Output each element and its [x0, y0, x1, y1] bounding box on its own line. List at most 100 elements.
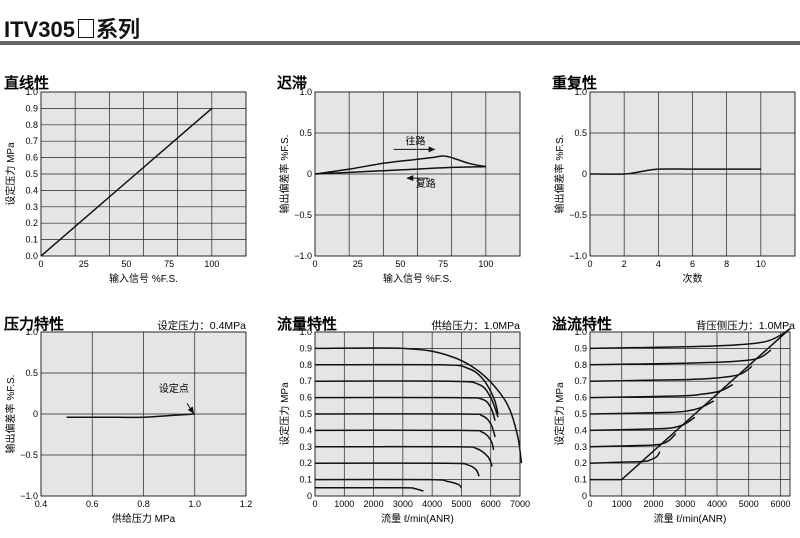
y-tick-label: 0.9	[574, 343, 587, 353]
y-axis-label: 输出偏差率 %F.S.	[553, 135, 566, 214]
chart-repeatability: 重复性 0 2 4 6 8 10 −1.0 −0.5 0 0.5 1.0 次数 输出偏差率 %F.S.	[552, 74, 796, 285]
series-line	[589, 433, 677, 448]
y-tick-label: 0	[307, 491, 312, 501]
series-line	[621, 328, 791, 481]
series-line	[589, 416, 696, 432]
x-tick-label: 0	[587, 499, 592, 509]
title-underline	[0, 41, 800, 45]
y-tick-label: 0.2	[299, 458, 312, 468]
plot-frame	[40, 331, 247, 497]
x-axis-label: 流量 ℓ/min(ANR)	[381, 512, 454, 525]
x-axis-label: 供给压力 MPa	[112, 512, 176, 525]
x-tick-label: 7000	[510, 499, 530, 509]
y-tick-label: 0.9	[25, 103, 38, 113]
y-tick-label: 0.7	[299, 376, 312, 386]
x-axis-label: 输入信号 %F.S.	[109, 272, 178, 285]
chart-title: 溢流特性	[552, 315, 612, 333]
chart-flow: 流量特性 供给压力：1.0MPa 0 1000 2000 3000 4000 5000 6000…	[277, 315, 530, 525]
x-axis-label: 流量 ℓ/min(ANR)	[654, 512, 727, 525]
x-tick-label: 4000	[422, 499, 442, 509]
chart-hysteresis: 迟滞 0 25 50 75 100 −1.0 −0.5 0 0.5 1.0 输入信号 %F.S. 输出偏…	[277, 74, 521, 285]
x-tick-label: 6	[690, 259, 695, 269]
y-tick-label: −0.5	[294, 210, 312, 220]
y-tick-label: 0.4	[299, 425, 312, 435]
series-line	[314, 413, 496, 438]
chart-condition: 背压侧压力：1.0MPa	[696, 319, 795, 332]
annotation-label: 复路	[416, 177, 436, 190]
x-tick-label: 0	[312, 259, 317, 269]
x-tick-label: 50	[121, 259, 131, 269]
y-tick-label: 1.0	[574, 87, 587, 97]
series-line	[589, 451, 661, 464]
series-line	[314, 445, 493, 467]
y-tick-label: 0.6	[25, 153, 38, 163]
y-tick-label: 0.8	[299, 360, 312, 370]
y-tick-label: 0.5	[299, 128, 312, 138]
y-tick-label: 0.3	[25, 202, 38, 212]
x-tick-label: 6000	[770, 499, 790, 509]
y-axis-label: 设定压力 MPa	[553, 382, 566, 446]
x-tick-label: 75	[438, 259, 448, 269]
x-tick-label: 0	[312, 499, 317, 509]
series-line	[589, 383, 734, 399]
x-tick-label: 1000	[334, 499, 354, 509]
x-tick-label: 3000	[675, 499, 695, 509]
series-line	[589, 168, 761, 175]
y-tick-label: 0.7	[25, 136, 38, 146]
x-tick-label: 5000	[739, 499, 759, 509]
x-tick-label: 3000	[393, 499, 413, 509]
series-line	[314, 155, 486, 175]
x-tick-label: 0.4	[35, 499, 48, 509]
y-tick-label: 0.4	[574, 425, 587, 435]
y-tick-label: 1.0	[25, 87, 38, 97]
y-tick-label: −1.0	[294, 251, 312, 261]
y-axis-label: 设定压力 MPa	[4, 142, 17, 206]
plot-frame	[40, 91, 247, 257]
x-tick-label: 0.6	[86, 499, 99, 509]
series-line	[589, 349, 772, 366]
y-tick-label: 0.8	[25, 120, 38, 130]
series-line	[314, 347, 523, 464]
chart-title: 重复性	[552, 74, 597, 92]
x-tick-label: 0	[587, 259, 592, 269]
series-line	[40, 107, 213, 257]
y-tick-label: 1.0	[574, 327, 587, 337]
y-tick-label: 0.3	[574, 442, 587, 452]
x-axis-label: 次数	[683, 272, 703, 285]
title-box-symbol	[77, 19, 94, 38]
y-tick-label: 0.5	[25, 169, 38, 179]
y-tick-label: 0.9	[299, 343, 312, 353]
series-line	[589, 400, 715, 415]
y-tick-label: 0.1	[574, 475, 587, 485]
series-line	[314, 462, 480, 477]
page-title: ITV305 系列	[4, 12, 140, 44]
y-tick-label: −0.5	[569, 210, 587, 220]
x-tick-label: 1.0	[188, 499, 201, 509]
y-tick-label: 0.0	[25, 251, 38, 261]
x-tick-label: 2000	[643, 499, 663, 509]
y-tick-label: 0.2	[574, 458, 587, 468]
y-tick-label: 0.2	[25, 218, 38, 228]
y-tick-label: 0	[582, 491, 587, 501]
series-line	[314, 478, 463, 489]
series-line	[314, 487, 424, 492]
y-axis-label: 设定压力 MPa	[278, 382, 291, 446]
y-tick-label: 0.3	[299, 442, 312, 452]
series-line	[66, 413, 195, 419]
y-tick-label: 0.8	[574, 360, 587, 370]
chart-title: 流量特性	[277, 315, 337, 333]
x-tick-label: 100	[204, 259, 219, 269]
page-title-suffix: 系列	[95, 17, 140, 42]
x-tick-label: 2	[622, 259, 627, 269]
x-tick-label: 50	[395, 259, 405, 269]
y-tick-label: −0.5	[20, 450, 38, 460]
x-tick-label: 6000	[481, 499, 501, 509]
y-tick-label: −1.0	[569, 251, 587, 261]
page-header: ITV305 系列	[0, 0, 800, 50]
y-tick-label: 1.0	[25, 327, 38, 337]
y-tick-label: 0.6	[299, 393, 312, 403]
y-tick-label: −1.0	[20, 491, 38, 501]
chart-title: 直线性	[4, 74, 49, 92]
y-tick-label: 0.5	[574, 128, 587, 138]
